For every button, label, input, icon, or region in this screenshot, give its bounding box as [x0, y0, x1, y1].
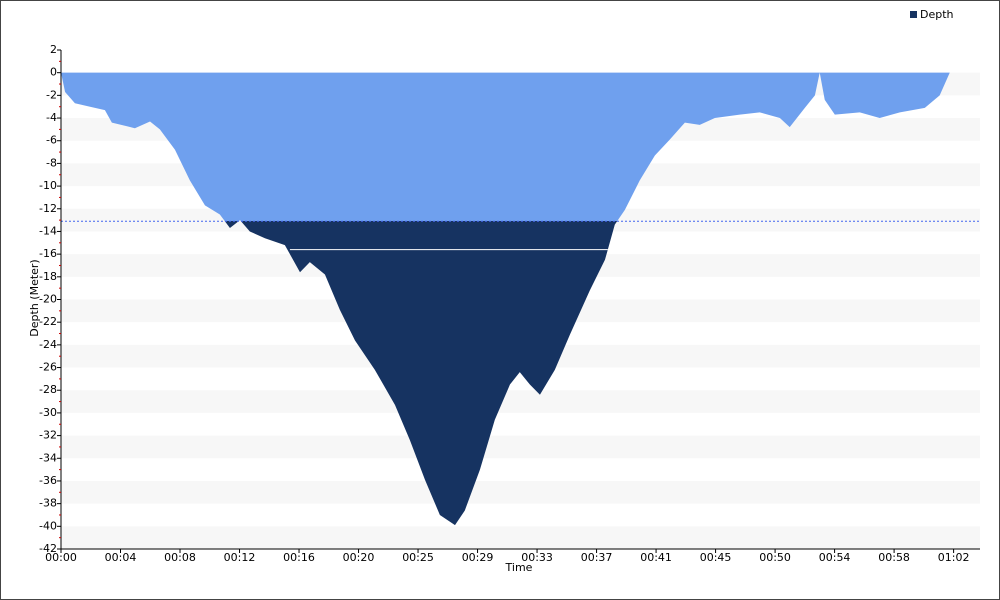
y-tick-label: -34 — [39, 451, 57, 464]
legend-label: Depth — [920, 8, 954, 21]
y-tick-label: 0 — [50, 66, 57, 79]
x-tick-label: 00:04 — [105, 551, 137, 564]
y-tick-label: 2 — [50, 43, 57, 56]
y-tick-label: -16 — [39, 247, 57, 260]
y-tick-label: -12 — [39, 202, 57, 215]
x-tick-label: 00:16 — [283, 551, 315, 564]
y-tick-label: -14 — [39, 224, 57, 237]
x-tick-label: 00:54 — [819, 551, 851, 564]
y-tick-label: -38 — [39, 497, 57, 510]
x-tick-label: 01:02 — [938, 551, 970, 564]
x-tick-label: 00:20 — [343, 551, 375, 564]
band — [61, 435, 980, 459]
band — [61, 526, 980, 549]
depth-area — [61, 72, 950, 526]
x-tick-label: 00:25 — [402, 551, 434, 564]
x-tick-label: 00:08 — [164, 551, 196, 564]
x-tick-label: 00:41 — [640, 551, 672, 564]
x-tick-label: 00:37 — [581, 551, 613, 564]
x-tick-label: 00:00 — [45, 551, 77, 564]
y-tick-label: -40 — [39, 519, 57, 532]
y-tick-label: -10 — [39, 179, 57, 192]
y-tick-label: -22 — [39, 315, 57, 328]
y-tick-label: -26 — [39, 361, 57, 374]
y-tick-label: -8 — [46, 156, 57, 169]
x-axis-title: Time — [505, 561, 533, 574]
y-tick-label: -32 — [39, 429, 57, 442]
y-axis-title: Depth (Meter) — [28, 259, 41, 336]
y-tick-label: -28 — [39, 383, 57, 396]
x-tick-label: 00:50 — [759, 551, 791, 564]
y-tick-label: -20 — [39, 293, 57, 306]
x-tick-label: 00:12 — [224, 551, 256, 564]
x-tick-label: 00:45 — [700, 551, 732, 564]
y-tick-label: -42 — [39, 542, 57, 555]
band — [61, 480, 980, 504]
x-tick-label: 00:33 — [521, 551, 553, 564]
y-tick-label: -24 — [39, 338, 57, 351]
band — [61, 390, 980, 413]
x-tick-label: 00:29 — [462, 551, 494, 564]
y-tick-label: -18 — [39, 270, 57, 283]
legend-swatch — [910, 11, 917, 18]
x-tick-label: 00:58 — [878, 551, 910, 564]
y-tick-label: -30 — [39, 406, 57, 419]
y-tick-label: -6 — [46, 134, 57, 147]
y-tick-label: -4 — [46, 111, 57, 124]
y-tick-label: -36 — [39, 474, 57, 487]
y-tick-label: -2 — [46, 88, 57, 101]
